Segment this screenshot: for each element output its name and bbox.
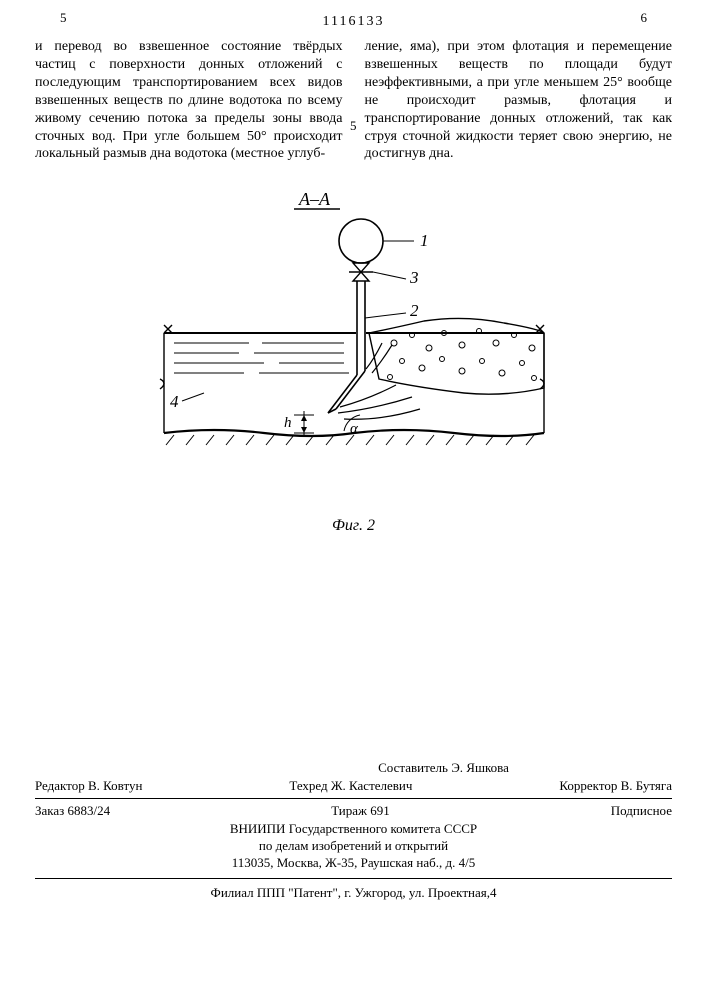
credits-order: Заказ 6883/24 bbox=[35, 803, 110, 819]
leader-3 bbox=[373, 272, 406, 279]
credits-filial: Филиал ППП "Патент", г. Ужгород, ул. Про… bbox=[35, 885, 672, 901]
alpha-label: α bbox=[350, 421, 359, 437]
page-num-left: 5 bbox=[60, 10, 67, 26]
credits-rule bbox=[35, 878, 672, 879]
leader-4 bbox=[182, 393, 204, 401]
right-column-text: ление, яма), при этом флотация и перемещ… bbox=[365, 38, 673, 163]
credits-block: Составитель Э. Яшкова Редактор В. Ковтун… bbox=[35, 760, 672, 901]
callout-1: 1 bbox=[420, 231, 429, 250]
aerated-cloud-outline bbox=[369, 319, 544, 395]
section-label: А–А bbox=[298, 189, 331, 209]
figure-caption: Фиг. 2 bbox=[0, 517, 707, 535]
figure-2-svg: А–А bbox=[144, 183, 564, 513]
break-mark-right bbox=[540, 333, 544, 433]
credits-podpisnoe: Подписное bbox=[611, 803, 672, 819]
credits-corrector: Корректор В. Бутяга bbox=[559, 778, 672, 794]
page-num-right: 6 bbox=[641, 10, 648, 26]
bubble-field bbox=[387, 329, 536, 381]
right-column: ление, яма), при этом флотация и перемещ… bbox=[365, 38, 673, 163]
credits-editor: Редактор В. Ковтун bbox=[35, 778, 142, 794]
h-label: h bbox=[284, 415, 292, 431]
doc-number: 1116133 bbox=[0, 14, 707, 30]
callout-2: 2 bbox=[410, 301, 419, 320]
break-mark-left bbox=[160, 333, 164, 433]
callout-3: 3 bbox=[409, 268, 419, 287]
credits-address: 113035, Москва, Ж-35, Раушская наб., д. … bbox=[35, 855, 672, 872]
leader-2 bbox=[365, 313, 406, 318]
body-columns: и перевод во взвешенное состояние твёрды… bbox=[0, 30, 707, 163]
pipe-bulb bbox=[339, 219, 383, 263]
callout-4: 4 bbox=[170, 392, 179, 411]
figure-2: А–А bbox=[0, 183, 707, 535]
credits-org1: ВНИИПИ Государственного комитета СССР bbox=[35, 821, 672, 838]
jet-streamlines bbox=[338, 343, 420, 419]
h-arrow-up bbox=[301, 415, 307, 421]
h-arrow-down bbox=[301, 427, 307, 433]
credits-tirazh: Тираж 691 bbox=[331, 803, 390, 819]
credits-org2: по делам изобретений и открытий bbox=[35, 838, 672, 855]
clear-water-hatch bbox=[174, 343, 349, 373]
left-column-text: и перевод во взвешенное состояние твёрды… bbox=[35, 38, 343, 163]
credits-compiler: Составитель Э. Яшкова bbox=[35, 760, 672, 776]
credits-techred: Техред Ж. Кастелевич bbox=[289, 778, 412, 794]
surface-wave-left bbox=[164, 325, 172, 333]
line-number-5: 5 bbox=[350, 118, 357, 134]
left-column: и перевод во взвешенное состояние твёрды… bbox=[35, 38, 343, 163]
pipe-bend-left bbox=[328, 375, 357, 413]
